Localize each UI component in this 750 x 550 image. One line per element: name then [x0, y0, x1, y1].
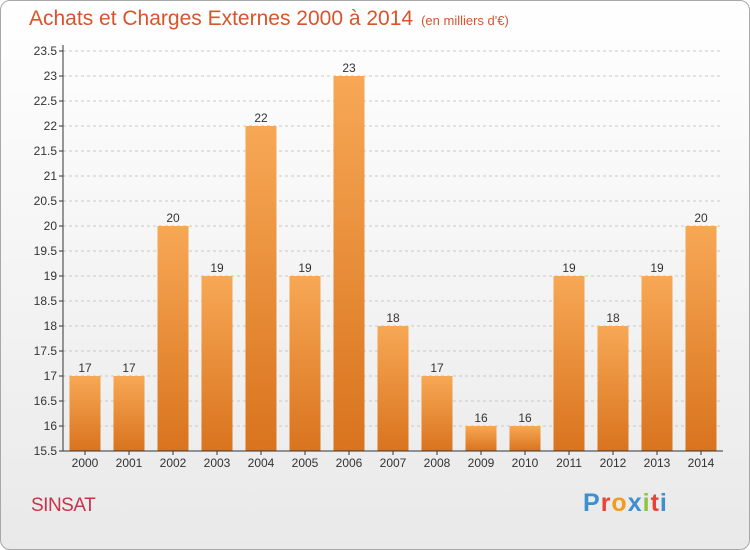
chart-title: Achats et Charges Externes 2000 à 2014 (e…	[29, 7, 509, 31]
bar-2004	[245, 126, 277, 451]
data-label-2013: 19	[650, 261, 664, 275]
logo-letter: t	[650, 489, 660, 517]
data-label-2002: 20	[166, 211, 180, 225]
x-tick-label: 2006	[336, 456, 363, 470]
y-tick-label: 23	[44, 69, 58, 83]
data-label-2005: 19	[298, 261, 312, 275]
bar-2009	[465, 426, 497, 451]
data-label-2006: 23	[342, 61, 356, 75]
bar-2013	[641, 276, 673, 451]
y-tick-label: 20.5	[34, 194, 58, 208]
commune-name: SINSAT	[31, 495, 96, 516]
data-label-2014: 20	[694, 211, 708, 225]
x-tick-label: 2010	[512, 456, 539, 470]
y-tick-label: 22	[44, 119, 58, 133]
y-tick-label: 15.5	[34, 444, 58, 458]
data-label-2007: 18	[386, 311, 400, 325]
bar-2008	[421, 376, 453, 451]
axes: 15.5 16 16.5 17 17.5 18 18.5 19 19.5 20 20.5 21 21.5…	[34, 44, 723, 470]
data-label-2004: 22	[254, 111, 268, 125]
x-tick-label: 2012	[600, 456, 627, 470]
x-tick-label: 2008	[424, 456, 451, 470]
bar-2010	[509, 426, 541, 451]
logo-letter: r	[600, 489, 612, 517]
y-tick-label: 22.5	[34, 94, 58, 108]
data-label-2003: 19	[210, 261, 224, 275]
bar-2003	[201, 276, 233, 451]
bar-2006	[333, 76, 365, 451]
data-label-2008: 17	[430, 361, 444, 375]
logo-letter: i	[642, 489, 651, 517]
logo-letter: i	[659, 489, 668, 517]
y-tick-label: 20	[44, 219, 58, 233]
y-tick-label: 16.5	[34, 394, 58, 408]
bar-2011	[553, 276, 585, 451]
data-label-2009: 16	[474, 411, 488, 425]
y-tick-label: 18.5	[34, 294, 58, 308]
bar-2002	[157, 226, 189, 451]
bar-2005	[289, 276, 321, 451]
chart-unit: (en milliers d'€)	[421, 13, 509, 28]
x-tick-label: 2013	[644, 456, 671, 470]
x-tick-label: 2004	[248, 456, 275, 470]
bar-series: 17 17 20 19 22 19 23 18 17 16 16 19 18 19 20	[69, 61, 717, 451]
x-tick-label: 2007	[380, 456, 407, 470]
proxiti-logo[interactable]: Proxiti	[583, 489, 668, 518]
y-tick-label: 19.5	[34, 244, 58, 258]
bar-2007	[377, 326, 409, 451]
y-tick-label: 16	[44, 419, 58, 433]
bar-2014	[685, 226, 717, 451]
x-tick-label: 2005	[292, 456, 319, 470]
data-label-2001: 17	[122, 361, 136, 375]
x-tick-label: 2000	[72, 456, 99, 470]
x-tick-label: 2014	[688, 456, 715, 470]
y-tick-label: 17.5	[34, 344, 58, 358]
x-tick-label: 2011	[556, 456, 582, 470]
y-tick-label: 17	[44, 369, 58, 383]
y-tick-label: 18	[44, 319, 58, 333]
x-tick-label: 2009	[468, 456, 495, 470]
y-tick-label: 21	[44, 169, 58, 183]
x-tick-label: 2001	[116, 456, 143, 470]
bar-2000	[69, 376, 101, 451]
data-label-2012: 18	[606, 311, 620, 325]
data-label-2000: 17	[78, 361, 92, 375]
logo-letter: x	[627, 489, 643, 517]
bar-2001	[113, 376, 145, 451]
logo-letter: o	[611, 489, 628, 517]
data-label-2011: 19	[562, 261, 576, 275]
y-tick-label: 23.5	[34, 44, 58, 58]
data-label-2010: 16	[518, 411, 532, 425]
x-tick-label: 2002	[160, 456, 187, 470]
bar-2012	[597, 326, 629, 451]
chart-title-text: Achats et Charges Externes 2000 à 2014	[29, 7, 414, 30]
x-tick-label: 2003	[204, 456, 231, 470]
y-tick-label: 19	[44, 269, 58, 283]
logo-letter: P	[583, 489, 601, 517]
y-tick-label: 21.5	[34, 144, 58, 158]
